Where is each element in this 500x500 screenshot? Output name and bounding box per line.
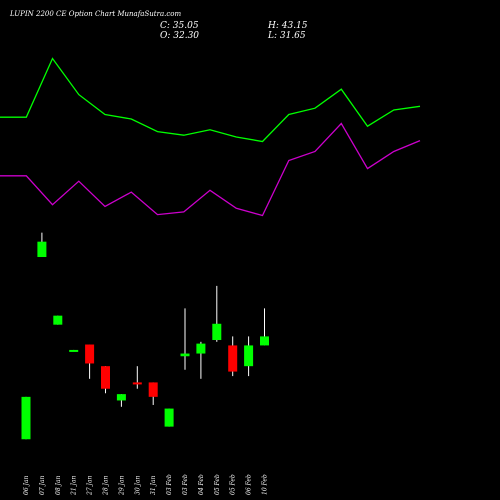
x-tick-label: 21 Jan bbox=[71, 475, 78, 496]
band-lines bbox=[0, 57, 421, 217]
candle bbox=[228, 336, 238, 377]
candle bbox=[101, 366, 110, 394]
candle bbox=[164, 408, 174, 427]
candle bbox=[260, 308, 269, 346]
x-tick-label: 31 Jan bbox=[150, 475, 157, 495]
candle bbox=[85, 344, 95, 379]
candle-body bbox=[37, 241, 47, 258]
open-value: O: 32.30 bbox=[160, 31, 199, 41]
candle bbox=[212, 285, 222, 342]
candle bbox=[180, 308, 190, 370]
candle-body bbox=[228, 345, 238, 372]
candle-body bbox=[53, 315, 63, 325]
candle bbox=[196, 341, 206, 379]
x-tick-label: 28 Jan bbox=[103, 475, 110, 496]
candle bbox=[244, 336, 254, 377]
candle-body bbox=[69, 349, 79, 352]
candle-body bbox=[260, 336, 269, 346]
upper-band-line bbox=[0, 57, 421, 143]
candle-body bbox=[101, 366, 110, 389]
x-tick-label: 03 Feb bbox=[182, 474, 189, 495]
candle-body bbox=[21, 396, 31, 440]
x-tick-label: 06 Feb bbox=[246, 474, 253, 495]
x-tick-label: 29 Jan bbox=[118, 475, 125, 496]
candle bbox=[69, 349, 79, 352]
candle-body bbox=[85, 344, 95, 364]
candle bbox=[37, 232, 47, 258]
x-axis-labels: 06 Jan 07 Jan 08 Jan 21 Jan 27 Jan 28 Jan 29 J… bbox=[23, 474, 269, 496]
candle-body bbox=[148, 382, 158, 397]
x-tick-label: 06 Jan bbox=[23, 475, 30, 495]
candle-body bbox=[244, 345, 254, 367]
candle-body bbox=[212, 323, 222, 341]
x-tick-label: 10 Feb bbox=[262, 474, 269, 495]
candle bbox=[53, 315, 63, 325]
close-value: C: 35.05 bbox=[160, 21, 199, 31]
chart-title: LUPIN 2200 CE Option Chart MunafaSutra.c… bbox=[9, 10, 181, 18]
x-tick-label: 07 Jan bbox=[39, 475, 46, 495]
x-tick-label: 30 Jan bbox=[134, 475, 141, 495]
candle-body bbox=[180, 353, 190, 357]
x-tick-label: 27 Jan bbox=[87, 475, 94, 496]
candle bbox=[148, 382, 158, 405]
candle-body bbox=[132, 382, 142, 385]
candle-body bbox=[116, 394, 126, 401]
high-value: H: 43.15 bbox=[267, 21, 308, 31]
x-tick-label: 04 Feb bbox=[198, 474, 205, 495]
x-tick-label: 08 Jan bbox=[55, 475, 62, 495]
candle bbox=[116, 394, 126, 407]
candle-body bbox=[164, 408, 174, 427]
candle bbox=[21, 396, 31, 440]
candle bbox=[132, 366, 142, 389]
x-tick-label: 05 Feb bbox=[230, 474, 237, 495]
low-value: L: 31.65 bbox=[267, 31, 306, 41]
candles-group bbox=[21, 232, 269, 440]
lower-band-line bbox=[0, 122, 421, 217]
candle-body bbox=[196, 343, 206, 354]
x-tick-label: 05 Feb bbox=[214, 474, 221, 495]
x-tick-label: 03 Feb bbox=[166, 474, 173, 495]
